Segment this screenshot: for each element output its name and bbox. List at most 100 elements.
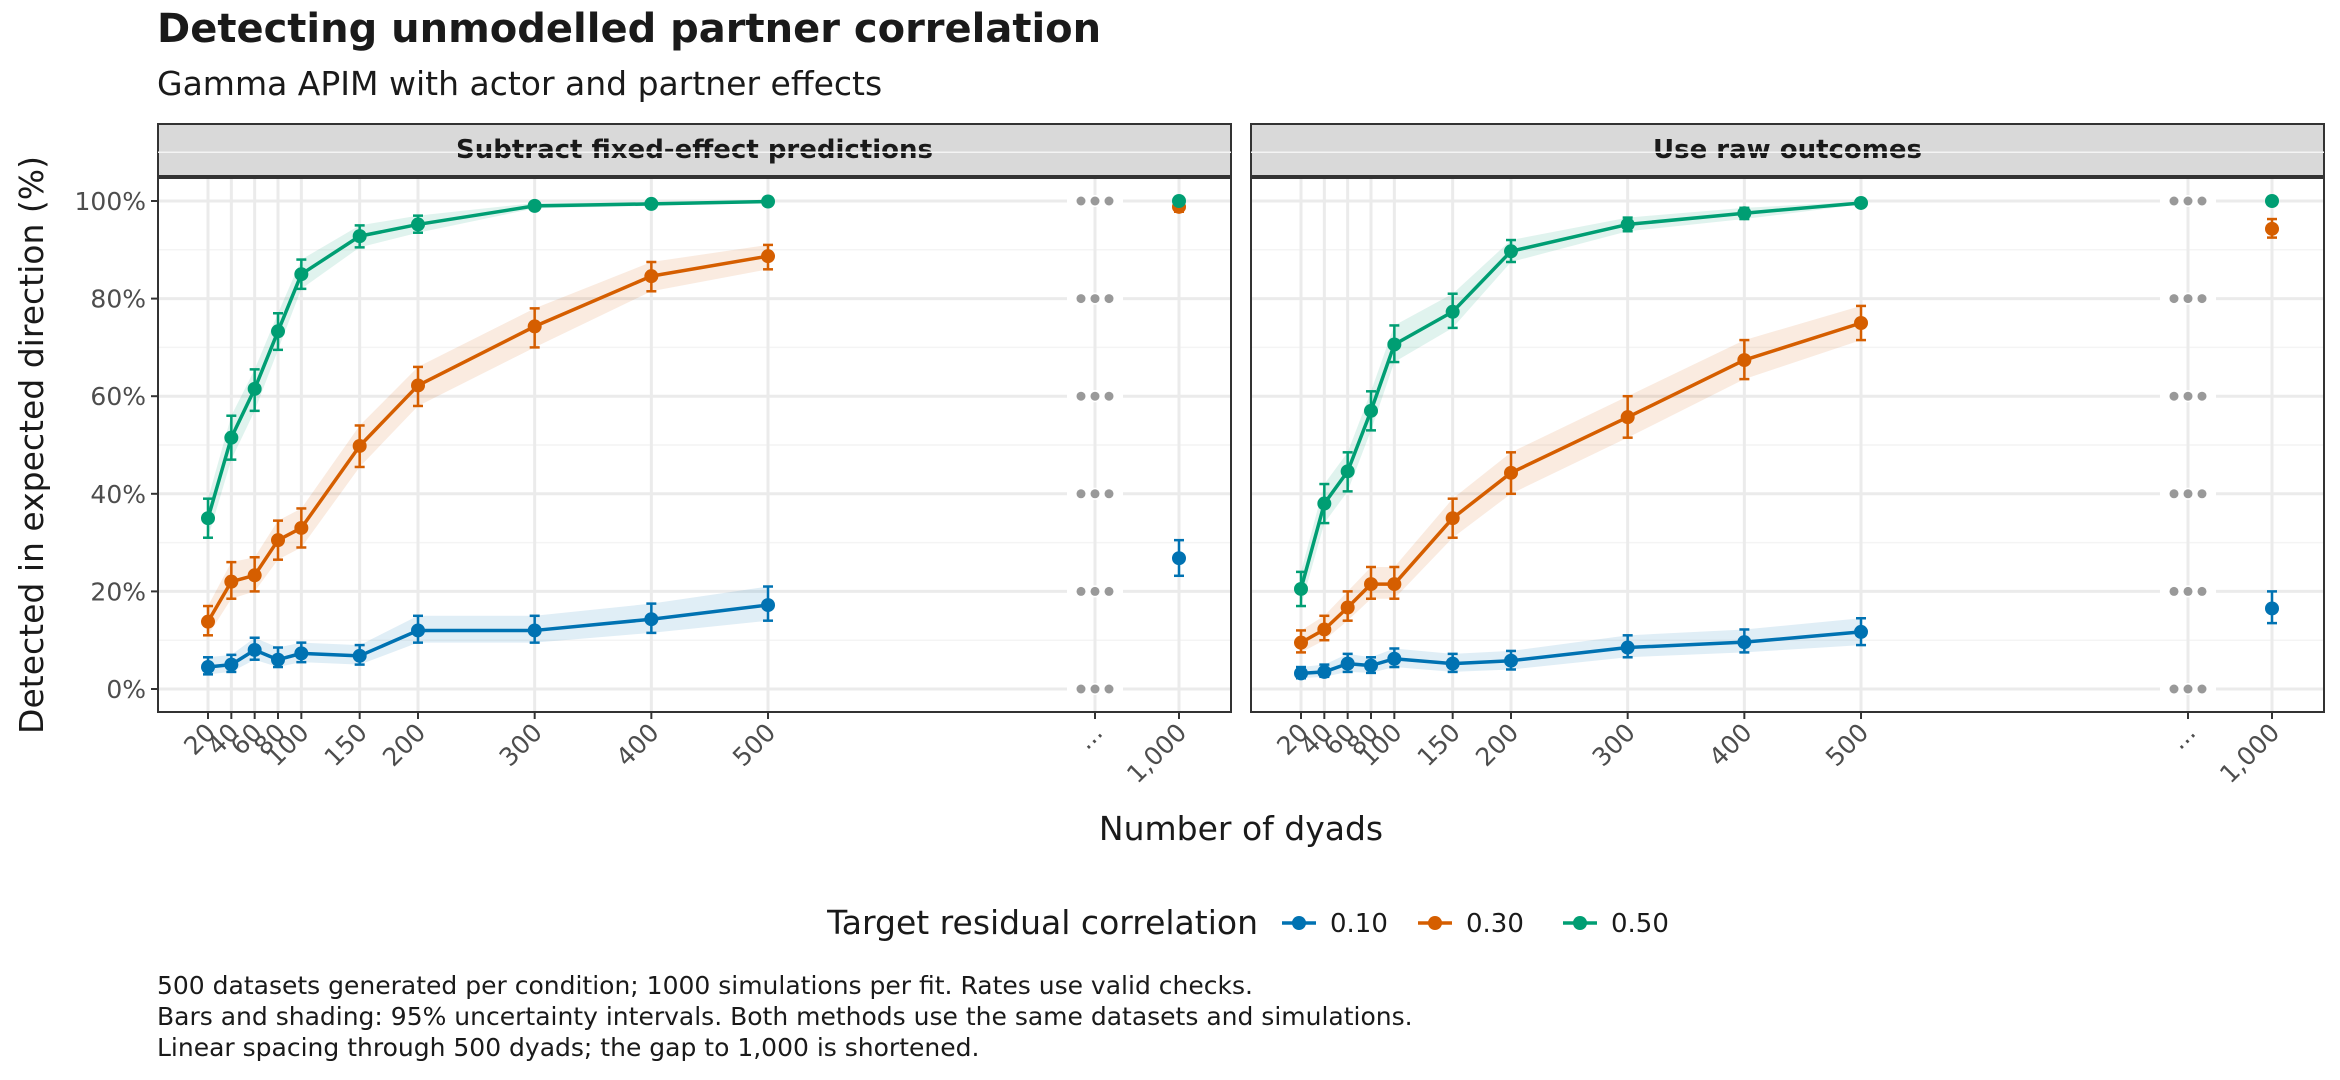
gap-ellipsis-dot (1104, 294, 1114, 304)
data-point-1000 (1172, 194, 1186, 208)
x-tick-label: 200 (1470, 718, 1524, 772)
panel-border (157, 177, 1232, 713)
data-point (1387, 651, 1402, 666)
series-line (206, 199, 769, 519)
x-tick-label: 200 (377, 718, 431, 772)
data-point (294, 646, 309, 661)
data-point (271, 324, 286, 339)
data-point (644, 612, 659, 627)
series-0.50 (201, 194, 1186, 539)
data-point (1294, 635, 1308, 650)
facet-strip (157, 123, 1232, 177)
gap-ellipsis-dot (2197, 586, 2207, 596)
data-point (1294, 581, 1308, 596)
data-point (1504, 244, 1519, 259)
data-point (1364, 658, 1379, 673)
legend-key-point (1573, 916, 1587, 930)
legend-key-point (1428, 916, 1442, 930)
y-tick-label: 100% (75, 187, 146, 216)
data-point (527, 198, 542, 213)
gap-ellipsis-dot (2183, 391, 2193, 401)
x-tick-label: 500 (727, 718, 781, 772)
data-point (527, 319, 542, 334)
x-tick-label: 500 (1820, 718, 1874, 772)
data-point (1854, 195, 1869, 210)
data-point (411, 378, 426, 393)
gap-ellipsis-dot (1090, 489, 1100, 499)
series-0.10 (201, 538, 1186, 676)
gap-ellipsis-dot (2169, 684, 2179, 694)
x-tick-label: 150 (319, 718, 373, 772)
data-point (1387, 337, 1402, 352)
x-tick-label: ... (2164, 718, 2201, 755)
legend-entry: 0.30 (1418, 909, 1524, 939)
legend-label: 0.10 (1330, 909, 1388, 939)
data-point (1445, 511, 1460, 526)
caption-line: Bars and shading: 95% uncertainty interv… (157, 1002, 1413, 1031)
caption-line: 500 datasets generated per condition; 10… (157, 971, 1253, 1000)
series-0.10 (1294, 590, 2279, 681)
x-tick-label: 1,000 (1121, 718, 1192, 789)
data-point-1000 (1172, 551, 1186, 566)
gap-ellipsis-dot (1090, 684, 1100, 694)
data-point (411, 217, 426, 232)
gap-ellipsis-dot (1076, 586, 1086, 596)
y-tick-label: 40% (90, 480, 146, 509)
y-tick-label: 80% (90, 285, 146, 314)
gap-ellipsis-dot (1104, 391, 1114, 401)
gap-ellipsis-dot (1090, 586, 1100, 596)
gap-ellipsis-dot (2197, 294, 2207, 304)
data-point (271, 533, 286, 548)
caption: 500 datasets generated per condition; 10… (157, 970, 1413, 1063)
y-tick-label: 20% (90, 577, 146, 606)
y-tick-label: 0% (106, 675, 146, 704)
series-line (207, 603, 769, 669)
legend-entry: 0.10 (1282, 909, 1388, 939)
gap-ellipsis-dot (1076, 684, 1086, 694)
x-tick-label: ... (1071, 718, 1108, 755)
data-point (1504, 653, 1519, 668)
gap-ellipsis-dot (2169, 294, 2179, 304)
data-point (224, 574, 239, 589)
data-point (644, 269, 659, 284)
data-point (1340, 464, 1355, 479)
data-point-1000 (2265, 601, 2279, 616)
data-point (294, 520, 309, 535)
data-point (224, 657, 239, 672)
x-tick-label: 150 (1412, 718, 1466, 772)
gap-ellipsis-dot (2183, 586, 2193, 596)
data-point (1620, 410, 1635, 425)
data-point (1317, 664, 1332, 679)
x-axis-title: Number of dyads (1099, 809, 1383, 848)
legend-label: 0.50 (1611, 909, 1669, 939)
gap-ellipsis-dot (1090, 294, 1100, 304)
x-tick-label: 300 (494, 718, 548, 772)
data-point (201, 660, 215, 675)
gap-ellipsis-dot (2169, 489, 2179, 499)
gap-ellipsis-dot (2169, 391, 2179, 401)
uncertainty-ribbon (1301, 201, 1862, 607)
data-point (1364, 403, 1379, 418)
gap-ellipsis-dot (1076, 196, 1086, 206)
data-point (1854, 624, 1869, 639)
data-point (1504, 465, 1519, 480)
series-line (206, 254, 769, 623)
data-point (1317, 622, 1332, 637)
series-line (1300, 630, 1862, 676)
data-point (1854, 316, 1869, 330)
data-point (411, 623, 426, 638)
y-tick-label: 60% (90, 382, 146, 411)
legend-label: 0.30 (1466, 909, 1524, 939)
gap-ellipsis-dot (1076, 294, 1086, 304)
data-point (294, 267, 309, 282)
gap-ellipsis-dot (1090, 391, 1100, 401)
data-point (247, 568, 262, 583)
x-tick-label: 1,000 (2214, 718, 2285, 789)
data-point (1387, 577, 1402, 592)
gap-ellipsis-dot (2183, 294, 2193, 304)
x-tick-label: 400 (1703, 718, 1757, 772)
chart-canvas: Subtract fixed-effect predictions2040608… (12, 123, 2325, 942)
series-line (1299, 201, 1862, 590)
gap-ellipsis-dot (2183, 489, 2193, 499)
data-point (1737, 353, 1752, 368)
